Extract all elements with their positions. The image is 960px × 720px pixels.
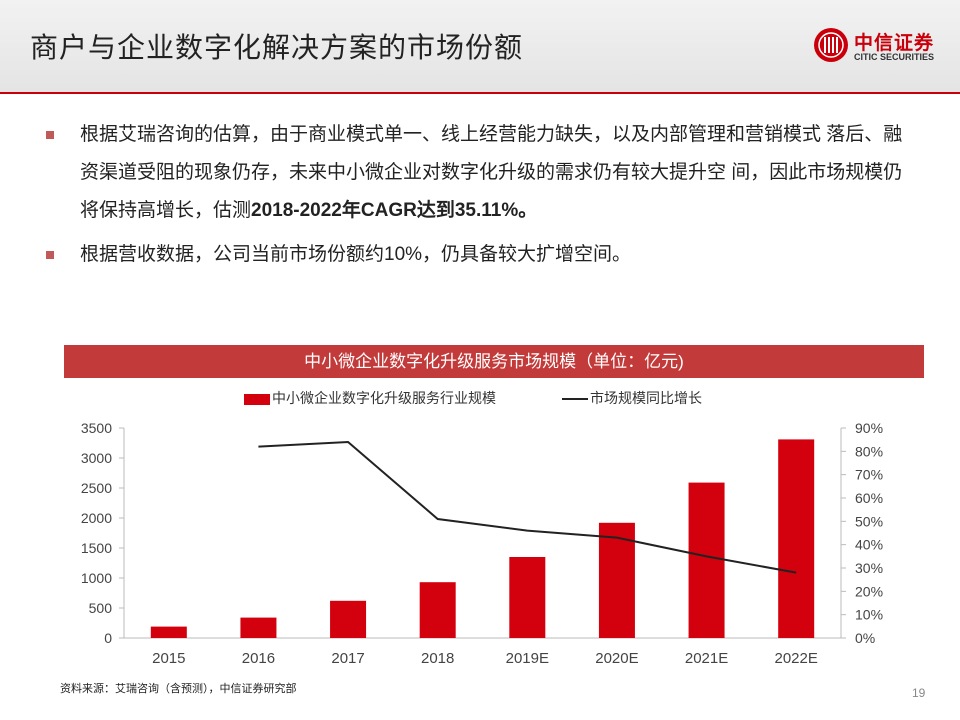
bar: [778, 439, 815, 638]
x-tick-label: 2021E: [685, 650, 728, 667]
y-left-tick-label: 500: [89, 600, 113, 616]
y-right-tick-label: 20%: [855, 583, 883, 599]
y-right-tick-label: 60%: [855, 490, 883, 506]
page-title: 商户与企业数字化解决方案的市场份额: [30, 32, 524, 63]
source-note: 资料来源：艾瑞咨询（含预测），中信证券研究部: [60, 683, 297, 695]
y-right-tick-label: 40%: [855, 537, 883, 553]
x-tick-label: 2017: [331, 650, 364, 667]
header-band: [0, 0, 960, 92]
header-divider: [0, 92, 960, 94]
bullet-list: 根据艾瑞咨询的估算，由于商业模式单一、线上经营能力缺失，以及内部管理和营销模式 …: [44, 116, 904, 280]
bullet-square-icon: [46, 131, 54, 139]
legend-label-line: 市场规模同比增长: [590, 390, 702, 406]
x-tick-label: 2022E: [775, 650, 818, 667]
bar: [330, 600, 367, 638]
combo-chart: 0 500 1000 1500 2000 2500 3000 3500 0% 10% 20% 30% 4…: [81, 420, 883, 667]
x-tick-label: 2018: [421, 650, 454, 667]
bar: [509, 557, 546, 638]
legend-line-swatch: [562, 398, 588, 401]
y-left-tick-label: 2500: [81, 480, 112, 496]
bar: [419, 582, 456, 638]
y-right-tick-label: 90%: [855, 420, 883, 436]
citic-logo: 中信证券 CITIC SECURITIES: [814, 26, 949, 70]
y-right-tick-label: 80%: [855, 443, 883, 459]
x-tick-label: 2015: [152, 650, 185, 667]
y-right-tick-label: 10%: [855, 607, 883, 623]
bar: [150, 626, 187, 638]
bullet-text: 根据艾瑞咨询的估算，由于商业模式单一、线上经营能力缺失，以及内部管理和营销模式 …: [80, 124, 903, 221]
y-left-tick-label: 0: [104, 630, 112, 646]
y-right-tick-label: 50%: [855, 513, 883, 529]
legend-bar-swatch: [244, 393, 270, 405]
bullet-text-bold: 2018-2022年CAGR达到35.11%。: [251, 200, 538, 221]
logo-chinese-text: 中信证券: [854, 33, 935, 54]
logo-english-text: CITIC SECURITIES: [854, 52, 935, 62]
y-right-tick-label: 0%: [855, 630, 875, 646]
citic-logo-icon: [814, 28, 848, 62]
x-tick-label: 2016: [242, 650, 275, 667]
bullet-square-icon: [46, 251, 54, 259]
y-right-tick-label: 30%: [855, 560, 883, 576]
bullet-text: 根据营收数据，公司当前市场份额约10%，仍具备较大扩增空间。: [80, 244, 632, 265]
bar: [598, 522, 635, 638]
bar: [688, 482, 725, 638]
y-left-tick-label: 3500: [81, 420, 112, 436]
x-tick-label: 2020E: [595, 650, 638, 667]
page-number: 19: [912, 686, 926, 700]
chart-title: 中小微企业数字化升级服务市场规模（单位：亿元): [64, 345, 924, 378]
y-right-tick-label: 70%: [855, 467, 883, 483]
y-left-tick-label: 3000: [81, 450, 112, 466]
x-tick-label: 2019E: [506, 650, 549, 667]
chart-legend: 中小微企业数字化升级服务行业规模 市场规模同比增长: [0, 386, 960, 408]
bar: [240, 617, 277, 638]
y-left-tick-label: 2000: [81, 510, 112, 526]
legend-item-line: 市场规模同比增长: [562, 388, 702, 408]
bullet-item: 根据艾瑞咨询的估算，由于商业模式单一、线上经营能力缺失，以及内部管理和营销模式 …: [44, 116, 904, 230]
legend-item-bars: 中小微企业数字化升级服务行业规模: [244, 388, 496, 408]
y-left-tick-label: 1000: [81, 570, 112, 586]
legend-label-bars: 中小微企业数字化升级服务行业规模: [272, 390, 496, 406]
bullet-item: 根据营收数据，公司当前市场份额约10%，仍具备较大扩增空间。: [44, 236, 904, 274]
y-left-tick-label: 1500: [81, 540, 112, 556]
